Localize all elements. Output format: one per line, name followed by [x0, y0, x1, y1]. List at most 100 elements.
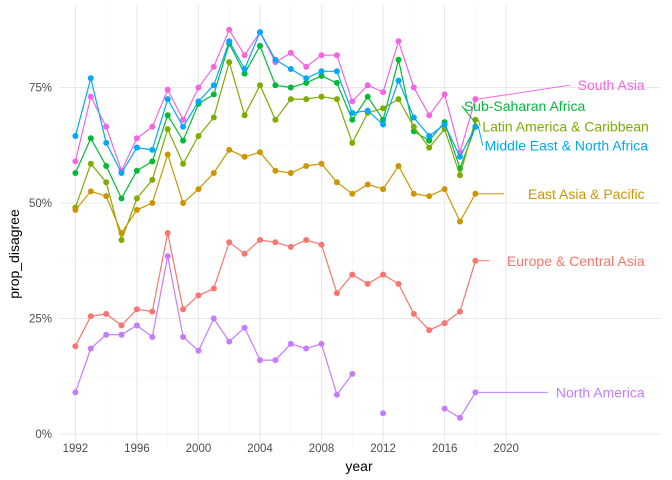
label-leader-line	[477, 126, 484, 146]
x-tick-label: 2000	[186, 443, 212, 455]
data-point	[149, 200, 156, 206]
data-point	[87, 188, 94, 195]
data-point	[149, 334, 156, 340]
data-point	[318, 340, 325, 347]
data-point	[287, 340, 294, 347]
data-point	[472, 257, 479, 264]
data-point	[349, 98, 356, 105]
series-europe-central-asia	[72, 230, 479, 350]
data-point	[164, 112, 171, 119]
data-point	[118, 195, 125, 202]
data-point	[241, 66, 248, 72]
data-point	[364, 181, 371, 188]
data-point	[118, 230, 125, 236]
data-point	[318, 93, 325, 100]
data-point	[103, 193, 110, 200]
data-point	[395, 96, 402, 103]
data-point	[103, 331, 110, 338]
data-point	[441, 186, 448, 193]
data-point	[303, 163, 310, 169]
data-point	[103, 123, 110, 130]
data-point	[472, 96, 479, 103]
data-point	[226, 146, 233, 153]
data-point	[318, 241, 325, 248]
data-point	[195, 133, 202, 139]
data-point	[226, 26, 233, 33]
y-tick-label: 0%	[35, 429, 52, 441]
data-point	[380, 271, 387, 278]
data-point	[272, 56, 279, 63]
data-point	[410, 310, 417, 317]
data-point	[180, 200, 187, 206]
data-point	[149, 146, 156, 153]
label-leader-line	[477, 119, 481, 127]
series-east-asia-pacific	[72, 146, 479, 236]
series-layer	[72, 26, 479, 421]
data-point	[272, 167, 279, 174]
data-point	[87, 313, 94, 320]
x-tick-label: 2008	[309, 443, 335, 455]
data-point	[103, 310, 110, 317]
series-label: South Asia	[578, 77, 645, 93]
series-sub-saharan-africa	[72, 40, 479, 202]
data-point	[257, 42, 263, 49]
data-point	[133, 206, 140, 213]
data-point	[210, 315, 217, 322]
data-point	[426, 144, 433, 151]
x-axis-title: year	[345, 458, 373, 474]
data-point	[303, 237, 310, 243]
series-label: North America	[556, 384, 645, 400]
data-point	[149, 308, 156, 315]
data-point	[257, 29, 263, 36]
data-point	[195, 347, 202, 354]
data-point	[226, 338, 233, 345]
data-point	[380, 105, 387, 112]
data-point	[226, 239, 233, 246]
data-point	[364, 82, 371, 89]
data-point	[180, 306, 187, 313]
data-point	[195, 84, 202, 91]
data-point	[164, 253, 171, 260]
data-point	[210, 63, 217, 70]
data-point	[318, 160, 325, 167]
x-tick-label: 2016	[432, 443, 458, 455]
series-label: Europe & Central Asia	[507, 253, 645, 269]
y-axis-title: prop_disagree	[6, 209, 22, 299]
data-point	[426, 137, 433, 144]
data-point	[103, 163, 110, 169]
data-point	[210, 114, 217, 121]
data-point	[287, 96, 294, 103]
data-point	[287, 170, 294, 176]
data-point	[349, 139, 356, 146]
data-point	[87, 135, 94, 142]
x-tick-label: 1992	[63, 443, 89, 455]
data-point	[457, 218, 463, 225]
data-point	[87, 93, 94, 100]
data-point	[318, 72, 325, 79]
series-north-america	[72, 253, 479, 421]
data-point	[133, 135, 140, 142]
y-axis-ticks: 0% 25% 50% 75%	[29, 83, 52, 442]
data-point	[441, 121, 448, 128]
data-point	[241, 324, 248, 331]
data-point	[441, 91, 448, 98]
series-label: East Asia & Pacific	[528, 186, 645, 202]
data-point	[333, 290, 340, 297]
data-point	[318, 52, 325, 59]
data-point	[118, 237, 125, 243]
x-tick-label: 2020	[493, 443, 519, 455]
data-point	[333, 96, 340, 103]
series-middle-east-north-africa	[72, 29, 479, 176]
data-point	[287, 243, 294, 250]
data-point	[395, 38, 402, 45]
data-point	[441, 405, 448, 412]
data-point	[287, 66, 294, 72]
x-tick-label: 1996	[124, 443, 150, 455]
data-point	[226, 59, 233, 66]
series-label: Sub-Saharan Africa	[464, 98, 586, 114]
data-point	[180, 116, 187, 123]
data-point	[333, 79, 340, 86]
data-point	[472, 389, 479, 396]
data-point	[210, 285, 217, 292]
